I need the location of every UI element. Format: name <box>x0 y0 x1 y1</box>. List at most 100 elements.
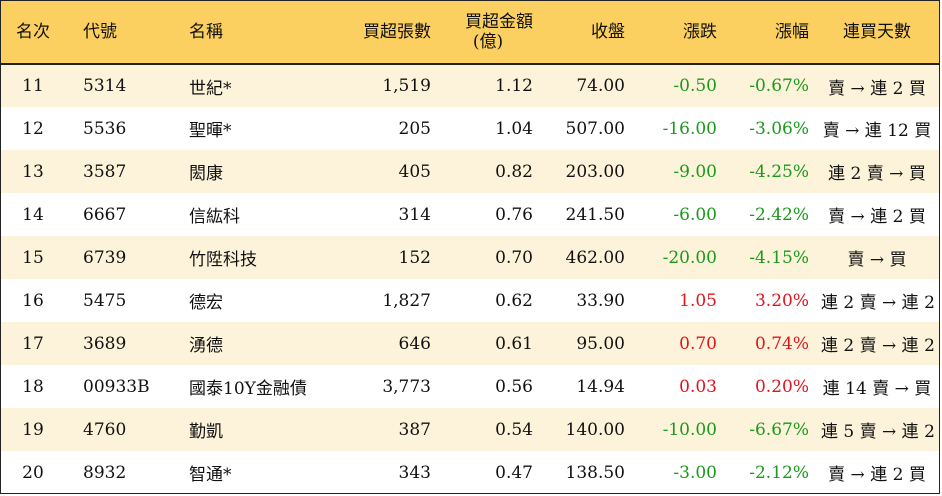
header-consecutive-days: 連買天數 <box>843 22 911 42</box>
header-buy-amount-unit: (億) <box>472 32 504 52</box>
rank-cell: 14 <box>22 204 44 225</box>
rank-cell: 12 <box>22 118 44 139</box>
buy-amount-cell: 0.61 <box>495 333 533 354</box>
rank-cell: 15 <box>22 247 44 268</box>
close-cell: 33.90 <box>576 290 625 311</box>
change-cell: -20.00 <box>662 247 717 268</box>
buy-amount-cell: 0.76 <box>495 204 533 225</box>
change-pct-cell: -2.42% <box>749 204 809 225</box>
rank-cell: 18 <box>22 376 44 397</box>
buy-amount-cell: 0.54 <box>495 419 533 440</box>
header-buy-amount-label: 買超金額 <box>465 12 533 32</box>
code-cell: 8932 <box>83 462 127 483</box>
buy-volume-cell: 1,519 <box>382 76 431 96</box>
close-cell: 14.94 <box>576 376 625 397</box>
change-cell: -10.00 <box>662 419 717 440</box>
table-row: 16 5475 德宏 1,827 0.62 33.90 1.05 3.20% 連 2 賣 → 連… <box>1 279 939 322</box>
name-cell: 世紀* <box>189 78 232 99</box>
close-cell: 241.50 <box>565 204 625 225</box>
change-cell: -9.00 <box>673 161 717 182</box>
change-pct-cell: 0.20% <box>754 376 809 397</box>
name-cell: 德宏 <box>189 293 223 313</box>
table-row: 19 4760 勤凱 387 0.54 140.00 -10.00 -6.67% 連 5 賣 →… <box>1 408 939 451</box>
header-buy-volume: 買超張數 <box>363 22 431 42</box>
buy-volume-cell: 646 <box>398 333 431 354</box>
close-cell: 74.00 <box>576 76 625 96</box>
rank-cell: 17 <box>22 333 44 354</box>
close-cell: 462.00 <box>565 247 625 268</box>
change-pct-cell: -2.12% <box>749 462 809 483</box>
change-cell: -3.00 <box>673 462 717 483</box>
rank-cell: 16 <box>22 290 44 311</box>
name-cell: 閎康 <box>189 164 223 184</box>
code-cell: 4760 <box>83 419 127 440</box>
name-cell: 湧德 <box>189 336 223 356</box>
close-cell: 507.00 <box>565 118 625 139</box>
table-row: 13 3587 閎康 405 0.82 203.00 -9.00 -4.25% 連 2 賣 → … <box>1 150 939 193</box>
consecutive-days-cell: 連 14 賣 → 買 <box>822 379 932 399</box>
table-row: 12 5536 聖暉* 205 1.04 507.00 -16.00 -3.06% 賣 → 連 … <box>1 107 939 150</box>
name-cell: 信紘科 <box>189 207 240 227</box>
change-pct-cell: 0.74% <box>754 333 809 354</box>
close-cell: 95.00 <box>576 333 625 354</box>
buy-amount-cell: 0.47 <box>495 462 533 483</box>
table-row: 20 8932 智通* 343 0.47 138.50 -3.00 -2.12% 賣 → 連 2… <box>1 451 939 493</box>
change-pct-cell: -0.67% <box>749 76 809 96</box>
change-pct-cell: -3.06% <box>749 118 809 139</box>
table-row: 17 3689 湧德 646 0.61 95.00 0.70 0.74% 連 2 賣 → 連 2… <box>1 322 939 365</box>
change-pct-cell: -6.67% <box>749 419 809 440</box>
consecutive-days-cell: 連 2 賣 → 買 <box>828 164 926 184</box>
buy-volume-cell: 3,773 <box>382 376 431 397</box>
header-buy-amount: 買超金額 (億) <box>437 1 539 64</box>
buy-volume-cell: 152 <box>398 247 431 268</box>
code-cell: 00933B <box>83 376 150 397</box>
change-cell: 0.03 <box>679 376 717 397</box>
name-cell: 勤凱 <box>189 422 223 442</box>
table-header: 名次 代號 名稱 買超張數 買超金額 (億) 收盤 漲跌 漲幅 連買天數 <box>1 1 939 64</box>
buy-volume-cell: 343 <box>398 462 431 483</box>
buy-volume-cell: 1,827 <box>382 290 431 311</box>
name-cell: 智通* <box>189 465 232 485</box>
change-cell: 0.70 <box>679 333 717 354</box>
code-cell: 5475 <box>83 290 127 311</box>
name-cell: 國泰10Y金融債 <box>189 379 307 399</box>
close-cell: 203.00 <box>565 161 625 182</box>
consecutive-days-cell: 連 2 賣 → 連 2 買 <box>821 293 939 313</box>
consecutive-days-cell: 賣 → 連 2 買 <box>828 78 926 99</box>
buy-amount-cell: 0.56 <box>495 376 533 397</box>
header-close: 收盤 <box>591 22 625 42</box>
code-cell: 5314 <box>83 76 127 96</box>
buy-amount-cell: 1.04 <box>495 118 533 139</box>
change-cell: -16.00 <box>662 118 717 139</box>
buy-amount-cell: 1.12 <box>495 76 533 96</box>
change-pct-cell: -4.25% <box>749 161 809 182</box>
header-row: 名次 代號 名稱 買超張數 買超金額 (億) 收盤 漲跌 漲幅 連買天數 <box>1 1 939 64</box>
consecutive-days-cell: 賣 → 連 2 買 <box>828 207 926 227</box>
consecutive-days-cell: 賣 → 買 <box>847 250 907 270</box>
header-rank: 名次 <box>16 22 50 42</box>
consecutive-days-cell: 連 2 賣 → 連 2 買 <box>821 336 939 356</box>
rank-cell: 20 <box>22 462 44 483</box>
rank-cell: 11 <box>22 76 44 96</box>
header-change: 漲跌 <box>683 22 717 42</box>
table-row: 11 5314 世紀* 1,519 1.12 74.00 -0.50 -0.67% 賣 → 連 … <box>1 64 939 107</box>
change-pct-cell: -4.15% <box>749 247 809 268</box>
header-name: 名稱 <box>189 22 223 42</box>
code-cell: 5536 <box>83 118 127 139</box>
rank-cell: 13 <box>22 161 44 182</box>
consecutive-days-cell: 賣 → 連 2 買 <box>828 465 926 485</box>
close-cell: 140.00 <box>565 419 625 440</box>
buy-volume-cell: 205 <box>398 118 431 139</box>
header-code: 代號 <box>83 22 117 42</box>
change-pct-cell: 3.20% <box>754 290 809 311</box>
table-body: 11 5314 世紀* 1,519 1.12 74.00 -0.50 -0.67% 賣 → 連 … <box>1 64 939 493</box>
buy-amount-cell: 0.70 <box>495 247 533 268</box>
consecutive-days-cell: 賣 → 連 12 買 <box>822 121 932 141</box>
name-cell: 聖暉* <box>189 121 232 141</box>
buy-volume-cell: 387 <box>398 419 431 440</box>
change-cell: 1.05 <box>679 290 717 311</box>
table-row: 18 00933B 國泰10Y金融債 3,773 0.56 14.94 0.03 0.20% 連… <box>1 365 939 408</box>
buy-amount-cell: 0.82 <box>495 161 533 182</box>
